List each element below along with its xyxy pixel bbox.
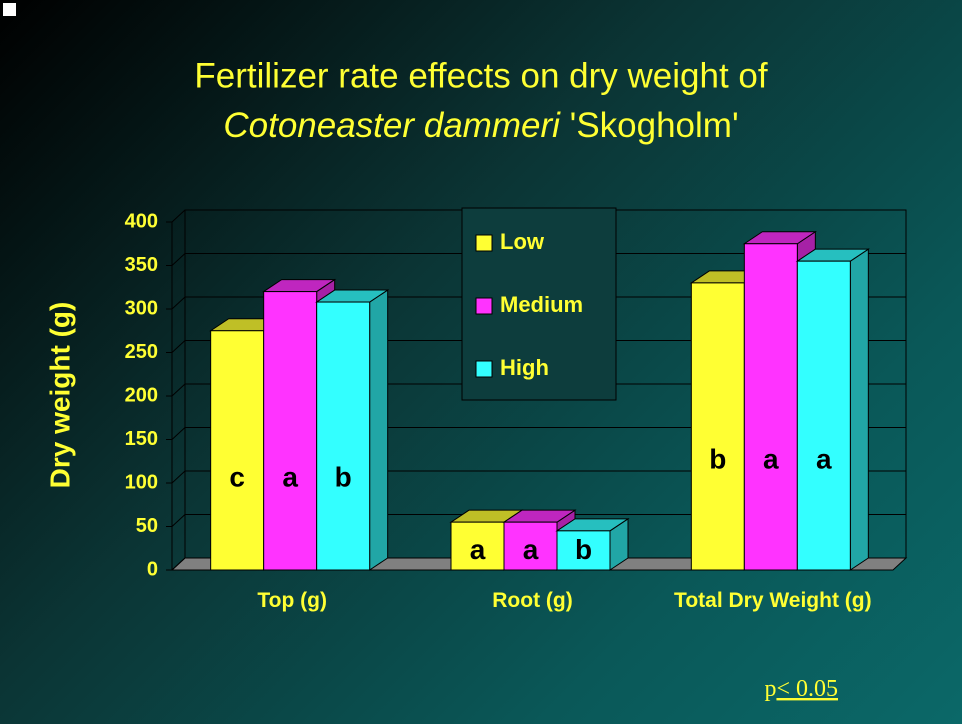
y-tick-label: 350	[125, 254, 158, 276]
x-tick-label: Top (g)	[257, 589, 327, 612]
y-tick-label: 100	[125, 471, 158, 493]
legend-swatch	[475, 297, 493, 315]
bar-letter: a	[816, 443, 832, 474]
bar-side	[369, 289, 389, 571]
chart-title: Fertilizer rate effects on dry weight of	[194, 56, 767, 95]
legend-label: Medium	[500, 292, 583, 317]
grid-line	[171, 557, 186, 571]
footnote-text: < 0.05	[776, 676, 838, 702]
bar-letter: b	[575, 534, 592, 565]
bar	[210, 330, 265, 571]
grid-line	[171, 383, 186, 397]
y-tick-label: 0	[147, 558, 158, 580]
y-tick-label: 400	[125, 210, 158, 232]
chart-title: Cotoneaster dammeri 'Skogholm'	[223, 106, 738, 145]
bar-letter: c	[229, 461, 245, 492]
grid-line	[171, 470, 186, 484]
title-rest: 'Skogholm'	[560, 106, 739, 145]
bar-letter: a	[523, 534, 539, 565]
bar-letter: a	[763, 443, 779, 474]
bar	[503, 521, 558, 571]
grid-line	[171, 253, 186, 266]
grid-line	[171, 340, 186, 353]
footnote: p< 0.05	[764, 676, 838, 702]
legend-swatch	[475, 360, 493, 378]
footnote-prefix: p	[764, 676, 776, 702]
grid-line	[171, 427, 186, 440]
bar	[263, 291, 318, 571]
corner-marker	[3, 3, 16, 16]
title-italic: Cotoneaster dammeri	[223, 106, 561, 145]
bar	[796, 260, 851, 571]
y-tick-label: 150	[125, 428, 158, 450]
bar	[316, 301, 371, 571]
bar-side	[849, 248, 869, 571]
bar	[450, 521, 505, 571]
x-tick-label: Root (g)	[492, 589, 573, 612]
bar-letter: b	[709, 443, 726, 474]
bar	[743, 243, 798, 571]
y-axis-label: Dry weight (g)	[44, 302, 75, 489]
bar	[556, 530, 611, 571]
grid-line	[171, 514, 186, 527]
legend-label: High	[500, 355, 549, 380]
bar-letter: a	[282, 461, 298, 492]
y-tick-label: 200	[125, 384, 158, 406]
y-tick-label: 250	[125, 341, 158, 363]
bar	[690, 282, 745, 571]
bar-letter: b	[335, 461, 352, 492]
grid-line	[171, 209, 186, 223]
grid-line	[171, 296, 186, 310]
y-tick-label: 50	[136, 515, 158, 537]
x-tick-label: Total Dry Weight (g)	[674, 589, 872, 612]
legend-swatch	[475, 234, 493, 252]
y-tick-label: 300	[125, 297, 158, 319]
legend-label: Low	[500, 229, 545, 254]
bar-letter: a	[470, 534, 486, 565]
